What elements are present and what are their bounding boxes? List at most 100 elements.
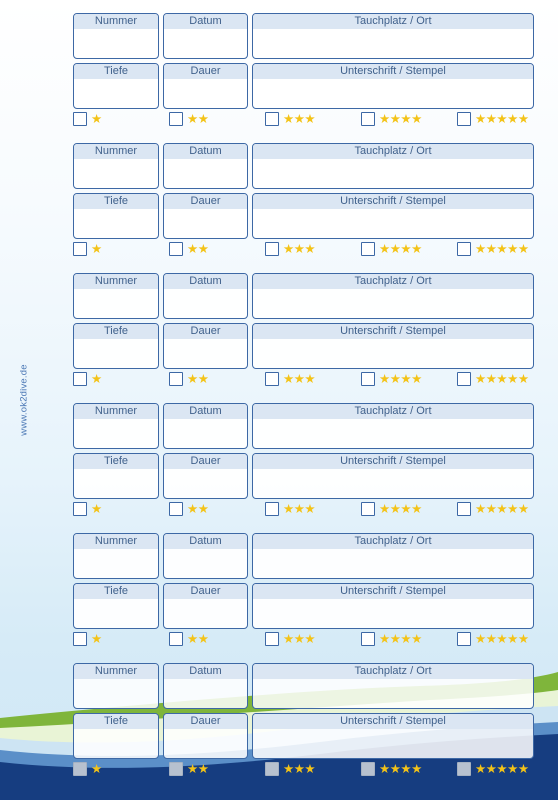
star-icon: ★: [91, 242, 102, 256]
rating-option-3: ★★★: [265, 242, 316, 256]
rating-checkbox[interactable]: [169, 242, 183, 256]
star-icon: ★★★: [283, 112, 316, 126]
rating-option-5: ★★★★★: [457, 632, 529, 646]
date-field-label: Datum: [164, 664, 247, 679]
rating-checkbox[interactable]: [265, 762, 279, 776]
number-field[interactable]: Nummer: [73, 663, 159, 709]
rating-checkbox[interactable]: [169, 112, 183, 126]
number-field[interactable]: Nummer: [73, 403, 159, 449]
rating-checkbox[interactable]: [265, 632, 279, 646]
rating-checkbox[interactable]: [73, 632, 87, 646]
rating-checkbox[interactable]: [73, 112, 87, 126]
star-icon: ★★: [187, 372, 209, 386]
rating-checkbox[interactable]: [73, 372, 87, 386]
star-icon: ★★★★: [379, 762, 422, 776]
rating-checkbox[interactable]: [169, 372, 183, 386]
dive-site-field-label: Tauchplatz / Ort: [253, 14, 533, 29]
dive-site-field[interactable]: Tauchplatz / Ort: [252, 13, 534, 59]
rating-checkbox[interactable]: [169, 502, 183, 516]
depth-field[interactable]: Tiefe: [73, 63, 159, 109]
rating-option-4: ★★★★: [361, 762, 422, 776]
number-field[interactable]: Nummer: [73, 13, 159, 59]
duration-field[interactable]: Dauer: [163, 453, 248, 499]
dive-site-field[interactable]: Tauchplatz / Ort: [252, 143, 534, 189]
rating-checkbox[interactable]: [457, 372, 471, 386]
duration-field[interactable]: Dauer: [163, 583, 248, 629]
depth-field[interactable]: Tiefe: [73, 453, 159, 499]
duration-field[interactable]: Dauer: [163, 323, 248, 369]
date-field[interactable]: Datum: [163, 13, 248, 59]
signature-stamp-field[interactable]: Unterschrift / Stempel: [252, 63, 534, 109]
star-icon: ★★★★: [379, 632, 422, 646]
signature-stamp-field[interactable]: Unterschrift / Stempel: [252, 713, 534, 759]
duration-field[interactable]: Dauer: [163, 193, 248, 239]
dive-site-field[interactable]: Tauchplatz / Ort: [252, 403, 534, 449]
signature-stamp-field[interactable]: Unterschrift / Stempel: [252, 583, 534, 629]
date-field-label: Datum: [164, 534, 247, 549]
rating-checkbox[interactable]: [361, 632, 375, 646]
duration-field[interactable]: Dauer: [163, 63, 248, 109]
rating-option-2: ★★: [169, 112, 209, 126]
rating-checkbox[interactable]: [265, 372, 279, 386]
date-field-label: Datum: [164, 144, 247, 159]
rating-checkbox[interactable]: [265, 112, 279, 126]
rating-checkbox[interactable]: [265, 242, 279, 256]
rating-option-2: ★★: [169, 242, 209, 256]
rating-checkbox[interactable]: [457, 112, 471, 126]
rating-option-4: ★★★★: [361, 632, 422, 646]
rating-option-5: ★★★★★: [457, 112, 529, 126]
dive-entry: Nummer Datum Tauchplatz / Ort Tiefe Dauer Unt…: [73, 403, 534, 525]
date-field[interactable]: Datum: [163, 663, 248, 709]
depth-field[interactable]: Tiefe: [73, 193, 159, 239]
rating-checkbox[interactable]: [457, 632, 471, 646]
rating-checkbox[interactable]: [73, 762, 87, 776]
dive-site-field-label: Tauchplatz / Ort: [253, 664, 533, 679]
signature-stamp-field-label: Unterschrift / Stempel: [253, 714, 533, 729]
signature-stamp-field[interactable]: Unterschrift / Stempel: [252, 193, 534, 239]
date-field[interactable]: Datum: [163, 533, 248, 579]
rating-option-1: ★: [73, 632, 102, 646]
signature-stamp-field[interactable]: Unterschrift / Stempel: [252, 323, 534, 369]
number-field-label: Nummer: [74, 144, 158, 159]
number-field[interactable]: Nummer: [73, 273, 159, 319]
rating-checkbox[interactable]: [457, 502, 471, 516]
depth-field[interactable]: Tiefe: [73, 713, 159, 759]
rating-checkbox[interactable]: [457, 242, 471, 256]
rating-checkbox[interactable]: [169, 762, 183, 776]
date-field[interactable]: Datum: [163, 403, 248, 449]
dive-site-field[interactable]: Tauchplatz / Ort: [252, 533, 534, 579]
number-field-label: Nummer: [74, 404, 158, 419]
dive-site-field-label: Tauchplatz / Ort: [253, 274, 533, 289]
rating-checkbox[interactable]: [73, 242, 87, 256]
duration-field-label: Dauer: [164, 714, 247, 729]
star-icon: ★★★: [283, 632, 316, 646]
rating-option-4: ★★★★: [361, 502, 422, 516]
rating-checkbox[interactable]: [457, 762, 471, 776]
rating-checkbox[interactable]: [361, 112, 375, 126]
rating-option-2: ★★: [169, 762, 209, 776]
rating-checkbox[interactable]: [169, 632, 183, 646]
star-icon: ★★★: [283, 242, 316, 256]
rating-option-5: ★★★★★: [457, 762, 529, 776]
number-field[interactable]: Nummer: [73, 143, 159, 189]
dive-site-field[interactable]: Tauchplatz / Ort: [252, 663, 534, 709]
signature-stamp-field[interactable]: Unterschrift / Stempel: [252, 453, 534, 499]
rating-option-1: ★: [73, 502, 102, 516]
rating-checkbox[interactable]: [73, 502, 87, 516]
rating-checkbox[interactable]: [361, 502, 375, 516]
signature-stamp-field-label: Unterschrift / Stempel: [253, 454, 533, 469]
rating-checkbox[interactable]: [361, 762, 375, 776]
rating-checkbox[interactable]: [361, 372, 375, 386]
rating-checkbox[interactable]: [265, 502, 279, 516]
signature-stamp-field-label: Unterschrift / Stempel: [253, 64, 533, 79]
date-field[interactable]: Datum: [163, 143, 248, 189]
rating-checkbox[interactable]: [361, 242, 375, 256]
date-field[interactable]: Datum: [163, 273, 248, 319]
number-field[interactable]: Nummer: [73, 533, 159, 579]
duration-field[interactable]: Dauer: [163, 713, 248, 759]
depth-field[interactable]: Tiefe: [73, 323, 159, 369]
depth-field-label: Tiefe: [74, 714, 158, 729]
depth-field[interactable]: Tiefe: [73, 583, 159, 629]
star-icon: ★★★★★: [475, 242, 529, 256]
dive-site-field[interactable]: Tauchplatz / Ort: [252, 273, 534, 319]
